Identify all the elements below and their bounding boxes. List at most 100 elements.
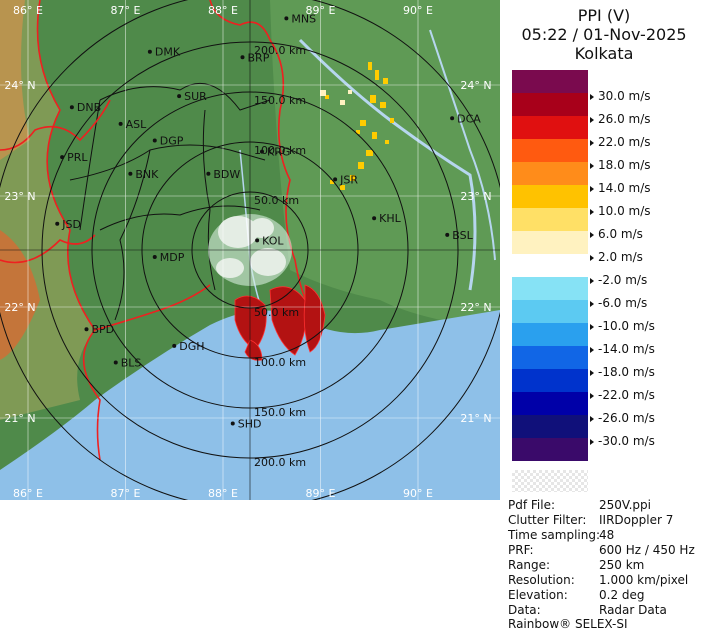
legend-arrow-icon bbox=[590, 162, 594, 169]
city-label: ASL bbox=[126, 118, 148, 131]
city-marker: DNB bbox=[69, 101, 101, 114]
info-key: Clutter Filter: bbox=[508, 513, 587, 527]
legend-label: 22.0 m/s bbox=[598, 135, 651, 149]
city-label: KRG bbox=[267, 146, 290, 159]
legend-tick: -2.0 m/s bbox=[590, 274, 647, 286]
longitude-label: 87° E bbox=[111, 487, 141, 500]
sundarbans-delta bbox=[234, 284, 326, 361]
legend-label: -6.0 m/s bbox=[598, 296, 648, 310]
info-value: IIRDoppler 7 bbox=[599, 513, 674, 527]
city-markers: MNS DMK BRP DNB SUR ASL DGP KRG DCA PRL BNK BDW JSR K… bbox=[55, 12, 481, 431]
range-ring-label: 200.0 km bbox=[254, 44, 306, 57]
latitude-label: 23° N bbox=[4, 190, 35, 203]
longitude-label: 89° E bbox=[306, 4, 336, 17]
info-key: Time sampling: bbox=[508, 528, 601, 542]
city-label: JSD bbox=[61, 218, 81, 231]
range-ring-label: 150.0 km bbox=[254, 406, 306, 419]
city-label: BLS bbox=[121, 357, 142, 370]
city-label: MNS bbox=[291, 12, 316, 25]
river bbox=[298, 38, 477, 291]
city-marker: DMK bbox=[147, 46, 181, 59]
legend-tick: 2.0 m/s bbox=[590, 251, 643, 263]
range-ring-label: 100.0 km bbox=[254, 356, 306, 369]
longitude-label: 87° E bbox=[111, 4, 141, 17]
legend-label: -18.0 m/s bbox=[598, 365, 655, 379]
info-row: Time sampling:48 bbox=[508, 528, 706, 543]
legend-label: 2.0 m/s bbox=[598, 250, 643, 264]
brand-label: Rainbow® SELEX-SI bbox=[508, 617, 628, 631]
legend-swatch bbox=[512, 185, 588, 208]
legend-tick: -22.0 m/s bbox=[590, 389, 655, 401]
legend-swatch bbox=[512, 415, 588, 438]
city-marker: JSD bbox=[55, 218, 81, 231]
legend-swatch bbox=[512, 369, 588, 392]
legend-arrow-icon bbox=[590, 300, 594, 307]
city-label: JSR bbox=[339, 173, 358, 186]
legend-arrow-icon bbox=[590, 254, 594, 261]
city-label: DNB bbox=[77, 101, 101, 114]
legend-swatch bbox=[512, 70, 588, 93]
info-value: 600 Hz / 450 Hz bbox=[599, 543, 695, 557]
lowland-terrain bbox=[270, 0, 500, 330]
velocity-echoes-light bbox=[320, 90, 352, 105]
city-marker: ASL bbox=[118, 118, 148, 131]
range-ring-label: 50.0 km bbox=[254, 306, 299, 319]
legend-arrow-icon bbox=[590, 369, 594, 376]
info-value: 0.2 deg bbox=[599, 588, 645, 602]
longitude-label: 86° E bbox=[13, 4, 43, 17]
city-marker: KRG bbox=[260, 146, 290, 159]
product-info: Pdf File: 250V.ppi Clutter Filter: IIRDoppl… bbox=[508, 498, 706, 618]
legend-swatch bbox=[512, 116, 588, 139]
latitude-label: 22° N bbox=[460, 301, 491, 314]
legend-tick: 6.0 m/s bbox=[590, 228, 643, 240]
info-key: Elevation: bbox=[508, 588, 568, 602]
legend-label: -14.0 m/s bbox=[598, 342, 655, 356]
range-ring-label: 50.0 km bbox=[254, 194, 299, 207]
legend-tick: 18.0 m/s bbox=[590, 159, 651, 171]
longitude-label: 86° E bbox=[13, 487, 43, 500]
range-ring-label: 100.0 km bbox=[254, 144, 306, 157]
latitude-label: 22° N bbox=[4, 301, 35, 314]
city-marker: BSL bbox=[445, 229, 474, 242]
city-marker: BRP bbox=[240, 51, 270, 64]
info-value: 250 km bbox=[599, 558, 645, 572]
longitude-label: 88° E bbox=[208, 487, 238, 500]
legend-label: -2.0 m/s bbox=[598, 273, 648, 287]
legend-swatch bbox=[512, 254, 588, 277]
city-marker: BDW bbox=[206, 168, 240, 181]
station-name: Kolkata bbox=[574, 44, 634, 63]
legend-tick: -18.0 m/s bbox=[590, 366, 655, 378]
product-header: PPI (V) 05:22 / 01-Nov-2025 Kolkata bbox=[502, 6, 706, 63]
river bbox=[429, 29, 496, 261]
legend-label: -30.0 m/s bbox=[598, 434, 655, 448]
legend-tick: 30.0 m/s bbox=[590, 90, 651, 102]
city-marker: BLS bbox=[113, 357, 142, 370]
legend-tick: -10.0 m/s bbox=[590, 320, 655, 332]
legend-arrow-icon bbox=[590, 323, 594, 330]
longitude-label: 88° E bbox=[208, 4, 238, 17]
city-label: BSL bbox=[452, 229, 473, 242]
info-row: Elevation: 0.2 deg bbox=[508, 588, 706, 603]
legend-arrow-icon bbox=[590, 93, 594, 100]
legend-label: 10.0 m/s bbox=[598, 204, 651, 218]
city-marker: SHD bbox=[230, 418, 261, 431]
city-label: DMK bbox=[155, 46, 181, 59]
legend-swatch bbox=[512, 438, 588, 461]
longitude-label: 89° E bbox=[306, 487, 336, 500]
info-value: 250V.ppi bbox=[599, 498, 651, 512]
city-marker: DGH bbox=[172, 340, 205, 353]
legend-swatch bbox=[512, 346, 588, 369]
radar-map-canvas: 50.0 km 50.0 km 100.0 km 100.0 km 150.0 km 15… bbox=[0, 0, 509, 509]
city-label: SUR bbox=[184, 90, 207, 103]
radar-map: 50.0 km 50.0 km 100.0 km 100.0 km 150.0 km 15… bbox=[0, 0, 509, 509]
highland-terrain-north bbox=[0, 0, 30, 160]
legend-swatch bbox=[512, 323, 588, 346]
range-ring-labels: 50.0 km 50.0 km 100.0 km 100.0 km 150.0 km 15… bbox=[254, 44, 306, 469]
longitude-label: 90° E bbox=[403, 487, 433, 500]
legend-tick: -30.0 m/s bbox=[590, 435, 655, 447]
legend-swatch bbox=[512, 231, 588, 254]
city-label: KOL bbox=[262, 234, 284, 247]
legend-label: 26.0 m/s bbox=[598, 112, 651, 126]
city-label: DGP bbox=[160, 135, 184, 148]
city-label: BNK bbox=[135, 168, 159, 181]
